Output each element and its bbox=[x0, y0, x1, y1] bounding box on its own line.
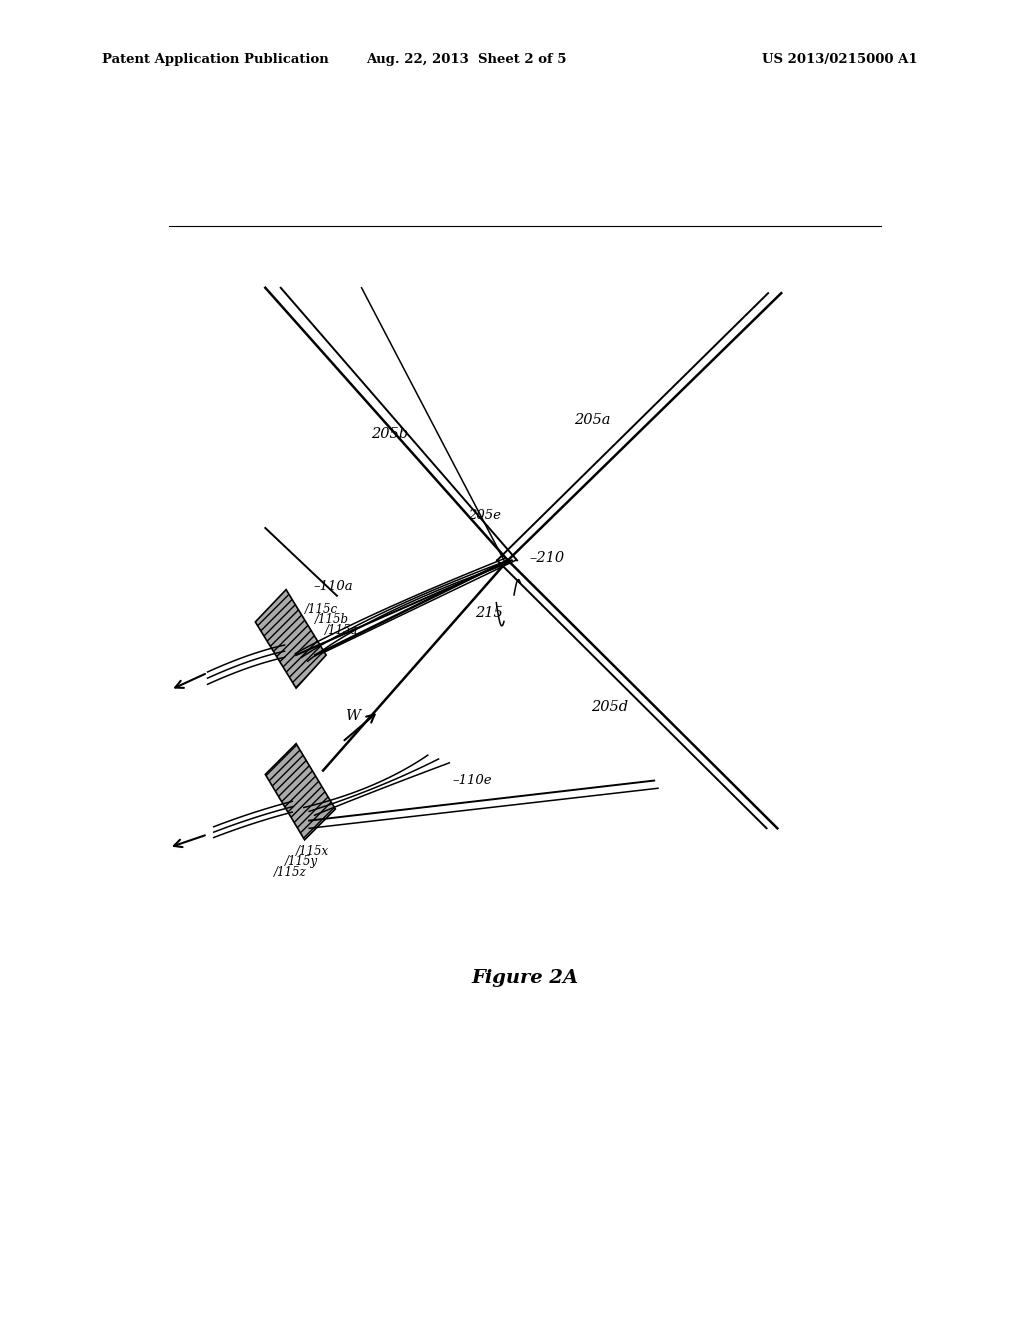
Text: –110a: –110a bbox=[313, 579, 352, 593]
Text: –210: –210 bbox=[529, 550, 564, 565]
Text: –110e: –110e bbox=[453, 774, 493, 787]
Text: /115y: /115y bbox=[285, 855, 317, 869]
Text: /115c: /115c bbox=[304, 603, 338, 615]
Text: 205b: 205b bbox=[371, 426, 408, 441]
Text: W: W bbox=[345, 710, 359, 723]
Text: /115b: /115b bbox=[315, 614, 349, 627]
Text: Aug. 22, 2013  Sheet 2 of 5: Aug. 22, 2013 Sheet 2 of 5 bbox=[366, 54, 566, 66]
Polygon shape bbox=[255, 590, 326, 688]
Text: 205e: 205e bbox=[468, 508, 501, 521]
Text: /115x: /115x bbox=[296, 845, 330, 858]
Text: /115a: /115a bbox=[326, 624, 358, 638]
Text: US 2013/0215000 A1: US 2013/0215000 A1 bbox=[762, 54, 918, 66]
Text: Patent Application Publication: Patent Application Publication bbox=[102, 54, 329, 66]
Text: 205a: 205a bbox=[574, 413, 610, 428]
Text: /115z: /115z bbox=[273, 866, 306, 879]
Text: 205d: 205d bbox=[591, 700, 628, 714]
Polygon shape bbox=[265, 743, 336, 840]
Text: 215: 215 bbox=[475, 606, 503, 619]
Text: Figure 2A: Figure 2A bbox=[471, 969, 579, 987]
